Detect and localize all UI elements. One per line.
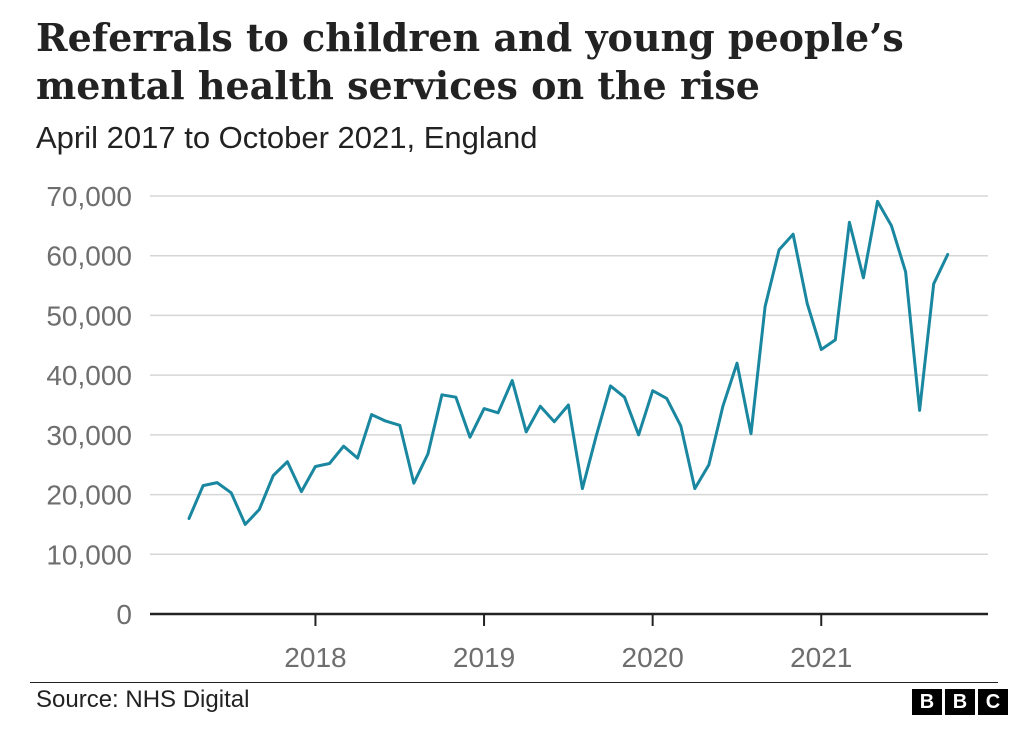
footer-divider	[30, 682, 998, 683]
bbc-logo-block: C	[978, 689, 1008, 715]
y-axis-labels: 0 10,000 20,000 30,000 40,000 50,000 60,000 70,…	[46, 181, 132, 630]
chart-subtitle: April 2017 to October 2021, England	[36, 120, 538, 155]
series-line	[187, 199, 950, 526]
x-tick-label: 2021	[790, 642, 852, 670]
y-tick-label: 50,000	[46, 300, 132, 331]
y-tick-label: 10,000	[46, 539, 132, 570]
source-note: Source: NHS Digital	[36, 686, 250, 713]
x-tick-label: 2019	[453, 642, 515, 670]
y-tick-label: 40,000	[46, 360, 132, 391]
series-layer	[187, 199, 950, 526]
y-tick-label: 20,000	[46, 480, 132, 511]
bbc-logo-block: B	[912, 689, 942, 715]
y-tick-label: 60,000	[46, 241, 132, 272]
gridlines	[150, 195, 988, 556]
y-tick-label: 30,000	[46, 420, 132, 451]
y-tick-label: 70,000	[46, 181, 132, 212]
y-tick-label: 0	[116, 599, 132, 630]
chart-title: Referrals to children and young people’s…	[36, 15, 904, 108]
x-tick-label: 2020	[622, 642, 684, 670]
x-tick-label: 2018	[284, 642, 346, 670]
bbc-logo: B B C	[912, 689, 1008, 715]
line-chart: 0 10,000 20,000 30,000 40,000 50,000 60,000 70,…	[46, 181, 988, 670]
bbc-logo-block: B	[945, 689, 975, 715]
x-axis: 2018 2019 2020 2021	[150, 612, 988, 670]
